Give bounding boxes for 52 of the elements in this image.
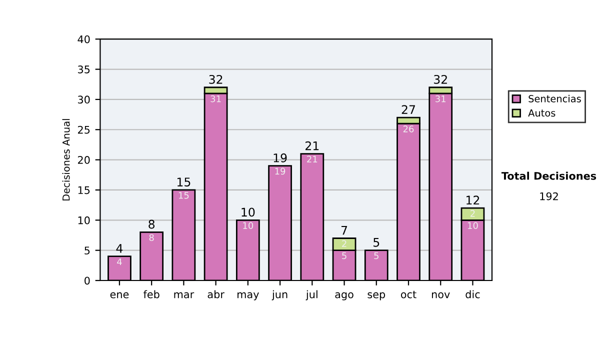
total-label: 19 (274, 153, 287, 162)
data-label: 31 (210, 95, 221, 102)
x-tick-label: may (238, 292, 259, 300)
total-label: 32 (209, 74, 222, 84)
legend-label: Sentencias (528, 94, 581, 102)
total-label: 27 (402, 105, 416, 114)
total-label: 32 (434, 74, 447, 84)
data-label: 2 (342, 240, 346, 247)
x-tick-label: jun (272, 290, 288, 300)
data-label: 26 (403, 126, 414, 132)
total-label: 8 (148, 220, 155, 229)
y-tick-label: 0 (84, 276, 90, 285)
total-label: 4 (116, 244, 123, 253)
total-label: 10 (242, 208, 255, 217)
x-tick-label: mar (174, 292, 194, 298)
x-tick-label: abr (208, 290, 224, 298)
data-label: 15 (178, 192, 189, 199)
data-label: 5 (374, 252, 378, 260)
x-tick-label: jul (306, 290, 318, 300)
y-tick-label: 40 (78, 35, 90, 44)
text: Total Decisiones (501, 172, 596, 180)
y-tick-label: 35 (78, 66, 90, 74)
total-label: 5 (374, 238, 380, 247)
data-label: 10 (243, 222, 254, 229)
total-label: 12 (466, 196, 480, 204)
data-label: 10 (468, 222, 478, 229)
x-tick-label: oct (400, 290, 416, 298)
data-label: 2 (470, 210, 475, 217)
x-tick-label: feb (143, 290, 160, 298)
text: 192 (540, 192, 558, 200)
x-tick-label: ago (335, 292, 354, 300)
y-tick-label: 30 (78, 96, 90, 104)
y-tick-label: 5 (84, 246, 90, 254)
data-label: 31 (436, 95, 446, 102)
y-tick-label: 25 (78, 126, 90, 134)
data-label: 19 (275, 168, 286, 175)
x-tick-label: dic (466, 290, 480, 298)
x-tick-label: ene (110, 292, 129, 298)
legend-label: Autos (528, 109, 556, 117)
y-axis-title: Decisiones Anual (62, 119, 70, 200)
y-tick-label: 15 (78, 186, 90, 194)
data-label: 5 (342, 252, 346, 260)
y-tick-label: 20 (78, 156, 90, 164)
total-label: 21 (306, 141, 319, 150)
data-label: 4 (117, 258, 122, 266)
data-label: 8 (149, 234, 154, 242)
x-tick-label: nov (432, 292, 450, 298)
total-label: 7 (341, 226, 348, 235)
x-tick-label: sep (368, 292, 386, 300)
y-tick-label: 10 (78, 216, 90, 224)
data-label: 21 (307, 156, 318, 162)
total-label: 15 (177, 178, 190, 186)
